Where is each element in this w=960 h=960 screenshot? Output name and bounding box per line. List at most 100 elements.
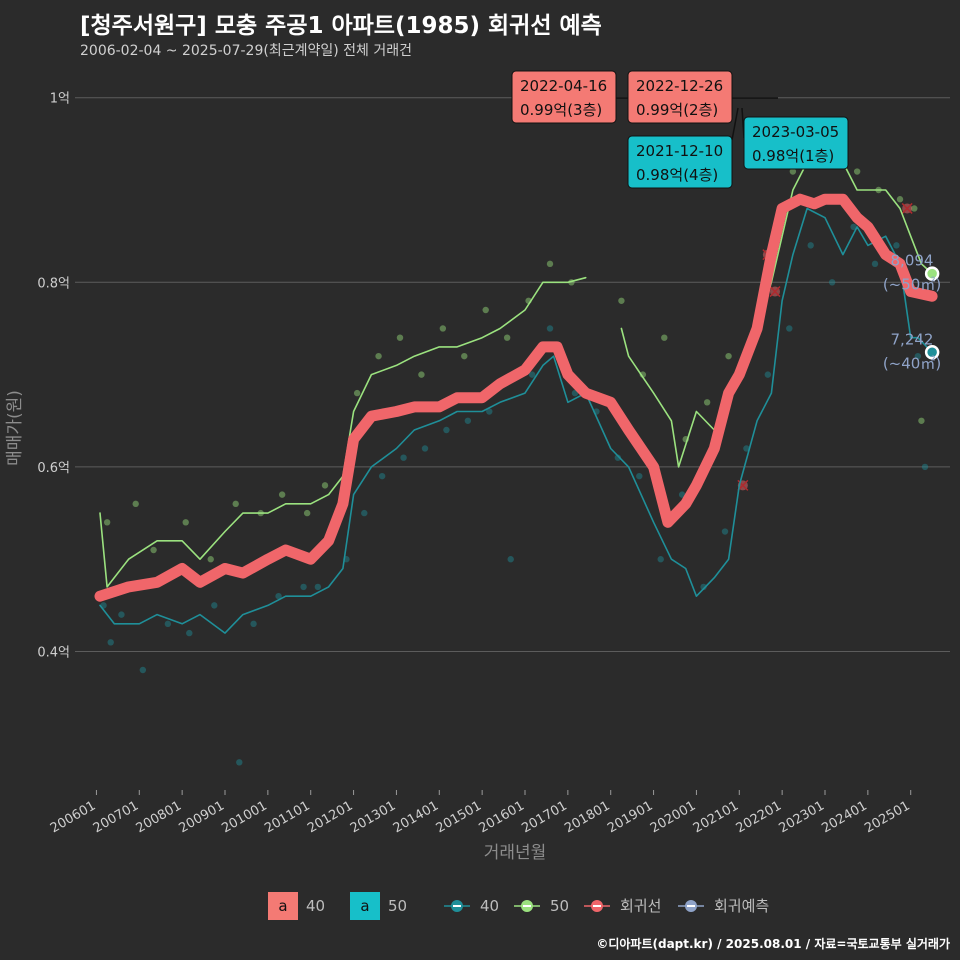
scatter-point-50 bbox=[503, 334, 511, 341]
legend-box-label: 50 bbox=[388, 897, 407, 915]
annotation-value: 0.98억(1층) bbox=[752, 147, 834, 165]
y-tick-label: 0.6억 bbox=[37, 461, 70, 476]
scatter-point-40 bbox=[893, 242, 900, 249]
scatter-point-50 bbox=[896, 196, 904, 203]
scatter-point-50 bbox=[207, 556, 214, 563]
legend-box-label: 40 bbox=[306, 897, 325, 915]
scatter-point-40 bbox=[721, 528, 729, 535]
scatter-point-50 bbox=[482, 306, 489, 314]
scatter-point-40 bbox=[118, 611, 125, 618]
annotation-box bbox=[627, 135, 733, 189]
scatter-point-50 bbox=[278, 491, 286, 498]
x-tick-label: 201401 bbox=[391, 798, 441, 836]
scatter-point-50 bbox=[703, 399, 711, 406]
footer-credit: ©디아파트(dapt.kr) / 2025.08.01 / 자료=국토교통부 실… bbox=[596, 937, 950, 951]
scatter-point-40 bbox=[636, 472, 643, 480]
end-label-area: (~50㎡) bbox=[883, 276, 941, 294]
y-tick-label: 0.4억 bbox=[37, 646, 70, 661]
end-labels: 8,094 (~50㎡) 7,242 (~40㎡) bbox=[883, 252, 941, 373]
scatter-point-40 bbox=[921, 463, 929, 471]
x-tick-label: 201501 bbox=[434, 798, 484, 836]
x-tick-label: 202301 bbox=[777, 798, 827, 836]
scatter-point-40 bbox=[186, 629, 193, 637]
chart-subtitle: 2006-02-04 ~ 2025-07-29(최근계약일) 전체 거래건 bbox=[80, 43, 412, 59]
scatter-point-40 bbox=[807, 242, 814, 249]
legend-line-label: 회귀예측 bbox=[714, 897, 769, 915]
end-marker-40 bbox=[924, 345, 940, 360]
scatter-point-50 bbox=[103, 519, 111, 526]
scatter-point-50 bbox=[418, 371, 425, 378]
scatter-point-40 bbox=[764, 371, 772, 378]
scatter-point-40 bbox=[700, 583, 707, 591]
legend-line-label: 50 bbox=[550, 897, 569, 915]
end-label-area: (~40㎡) bbox=[883, 354, 941, 372]
scatter-point-50 bbox=[618, 297, 625, 304]
annotation-value: 0.98억(4층) bbox=[636, 166, 718, 184]
x-tick-label: 200601 bbox=[48, 798, 98, 836]
scatter-point-40 bbox=[507, 556, 514, 563]
scatter-point-50 bbox=[911, 205, 918, 212]
annotation-value: 0.99억(2층) bbox=[636, 101, 718, 119]
scatter-point-50 bbox=[439, 325, 447, 332]
legend-box-40 bbox=[268, 892, 298, 920]
end-label-price: 7,242 bbox=[891, 330, 934, 348]
x-tick-label: 201901 bbox=[605, 798, 655, 836]
scatter-point-40 bbox=[250, 620, 257, 628]
annotation-date: 2022-12-26 bbox=[636, 77, 723, 95]
scatter-point-50 bbox=[396, 334, 404, 341]
scatter-point-50 bbox=[918, 417, 925, 424]
scatter-point-40 bbox=[421, 445, 429, 452]
scatter-point-50 bbox=[375, 352, 382, 360]
scatter-point-50 bbox=[789, 168, 797, 175]
legend-marker-dash bbox=[593, 905, 601, 907]
series-line-40 bbox=[99, 207, 933, 634]
x-tick-label: 201601 bbox=[477, 798, 527, 836]
scatter-point-50 bbox=[303, 509, 311, 517]
scatter-point-40 bbox=[546, 325, 554, 332]
scatter-points bbox=[100, 131, 929, 766]
scatter-point-40 bbox=[300, 583, 307, 591]
annotation-box bbox=[627, 70, 733, 124]
legend-marker-dash bbox=[453, 905, 461, 907]
y-tick-label: 1억 bbox=[50, 92, 70, 107]
scatter-point-40 bbox=[464, 417, 472, 424]
x-tick-label: 200901 bbox=[177, 798, 227, 836]
scatter-point-50 bbox=[321, 482, 329, 489]
annotation-box bbox=[743, 116, 849, 170]
x-tick-label: 201801 bbox=[562, 798, 612, 836]
y-axis-title: 매매가(원) bbox=[5, 390, 25, 466]
x-tick-label: 202001 bbox=[648, 798, 698, 836]
annotation-date: 2021-12-10 bbox=[636, 142, 723, 160]
series-lines bbox=[94, 143, 938, 634]
scatter-point-50 bbox=[132, 500, 139, 508]
scatter-point-40 bbox=[400, 454, 407, 461]
scatter-point-40 bbox=[678, 491, 686, 498]
x-tick-label: 202101 bbox=[691, 798, 741, 836]
legend-box-letter: a bbox=[278, 897, 287, 915]
annotation-box bbox=[511, 70, 617, 124]
scatter-point-40 bbox=[314, 583, 322, 591]
scatter-point-40 bbox=[871, 260, 879, 268]
series-line-regression bbox=[94, 193, 938, 602]
scatter-point-40 bbox=[236, 759, 243, 766]
x-tick-label: 202501 bbox=[862, 798, 912, 836]
legend: a 40 a 50 40 50 회귀선 회귀예측 bbox=[268, 892, 769, 920]
scatter-point-40 bbox=[850, 223, 857, 231]
legend-marker-dash bbox=[523, 905, 531, 907]
x-tick-label: 201001 bbox=[219, 798, 269, 836]
x-tick-label: 202401 bbox=[819, 798, 869, 836]
scatter-point-40 bbox=[139, 666, 147, 674]
scatter-point-50 bbox=[661, 334, 668, 341]
scatter-point-50 bbox=[232, 500, 239, 508]
scatter-point-40 bbox=[486, 408, 493, 415]
scatter-point-40 bbox=[443, 426, 450, 434]
x-axis-ticks: 2006012007012008012009012010012011012012… bbox=[48, 790, 913, 836]
end-label-price: 8,094 bbox=[891, 252, 934, 270]
x-axis-title: 거래년월 bbox=[484, 843, 547, 863]
y-axis-ticks: 0.4억 0.6억 0.8억 1억 bbox=[37, 92, 70, 661]
scatter-point-50 bbox=[353, 389, 361, 397]
legend-box-letter: a bbox=[360, 897, 369, 915]
scatter-point-40 bbox=[828, 279, 836, 286]
grid-lines bbox=[75, 97, 950, 653]
